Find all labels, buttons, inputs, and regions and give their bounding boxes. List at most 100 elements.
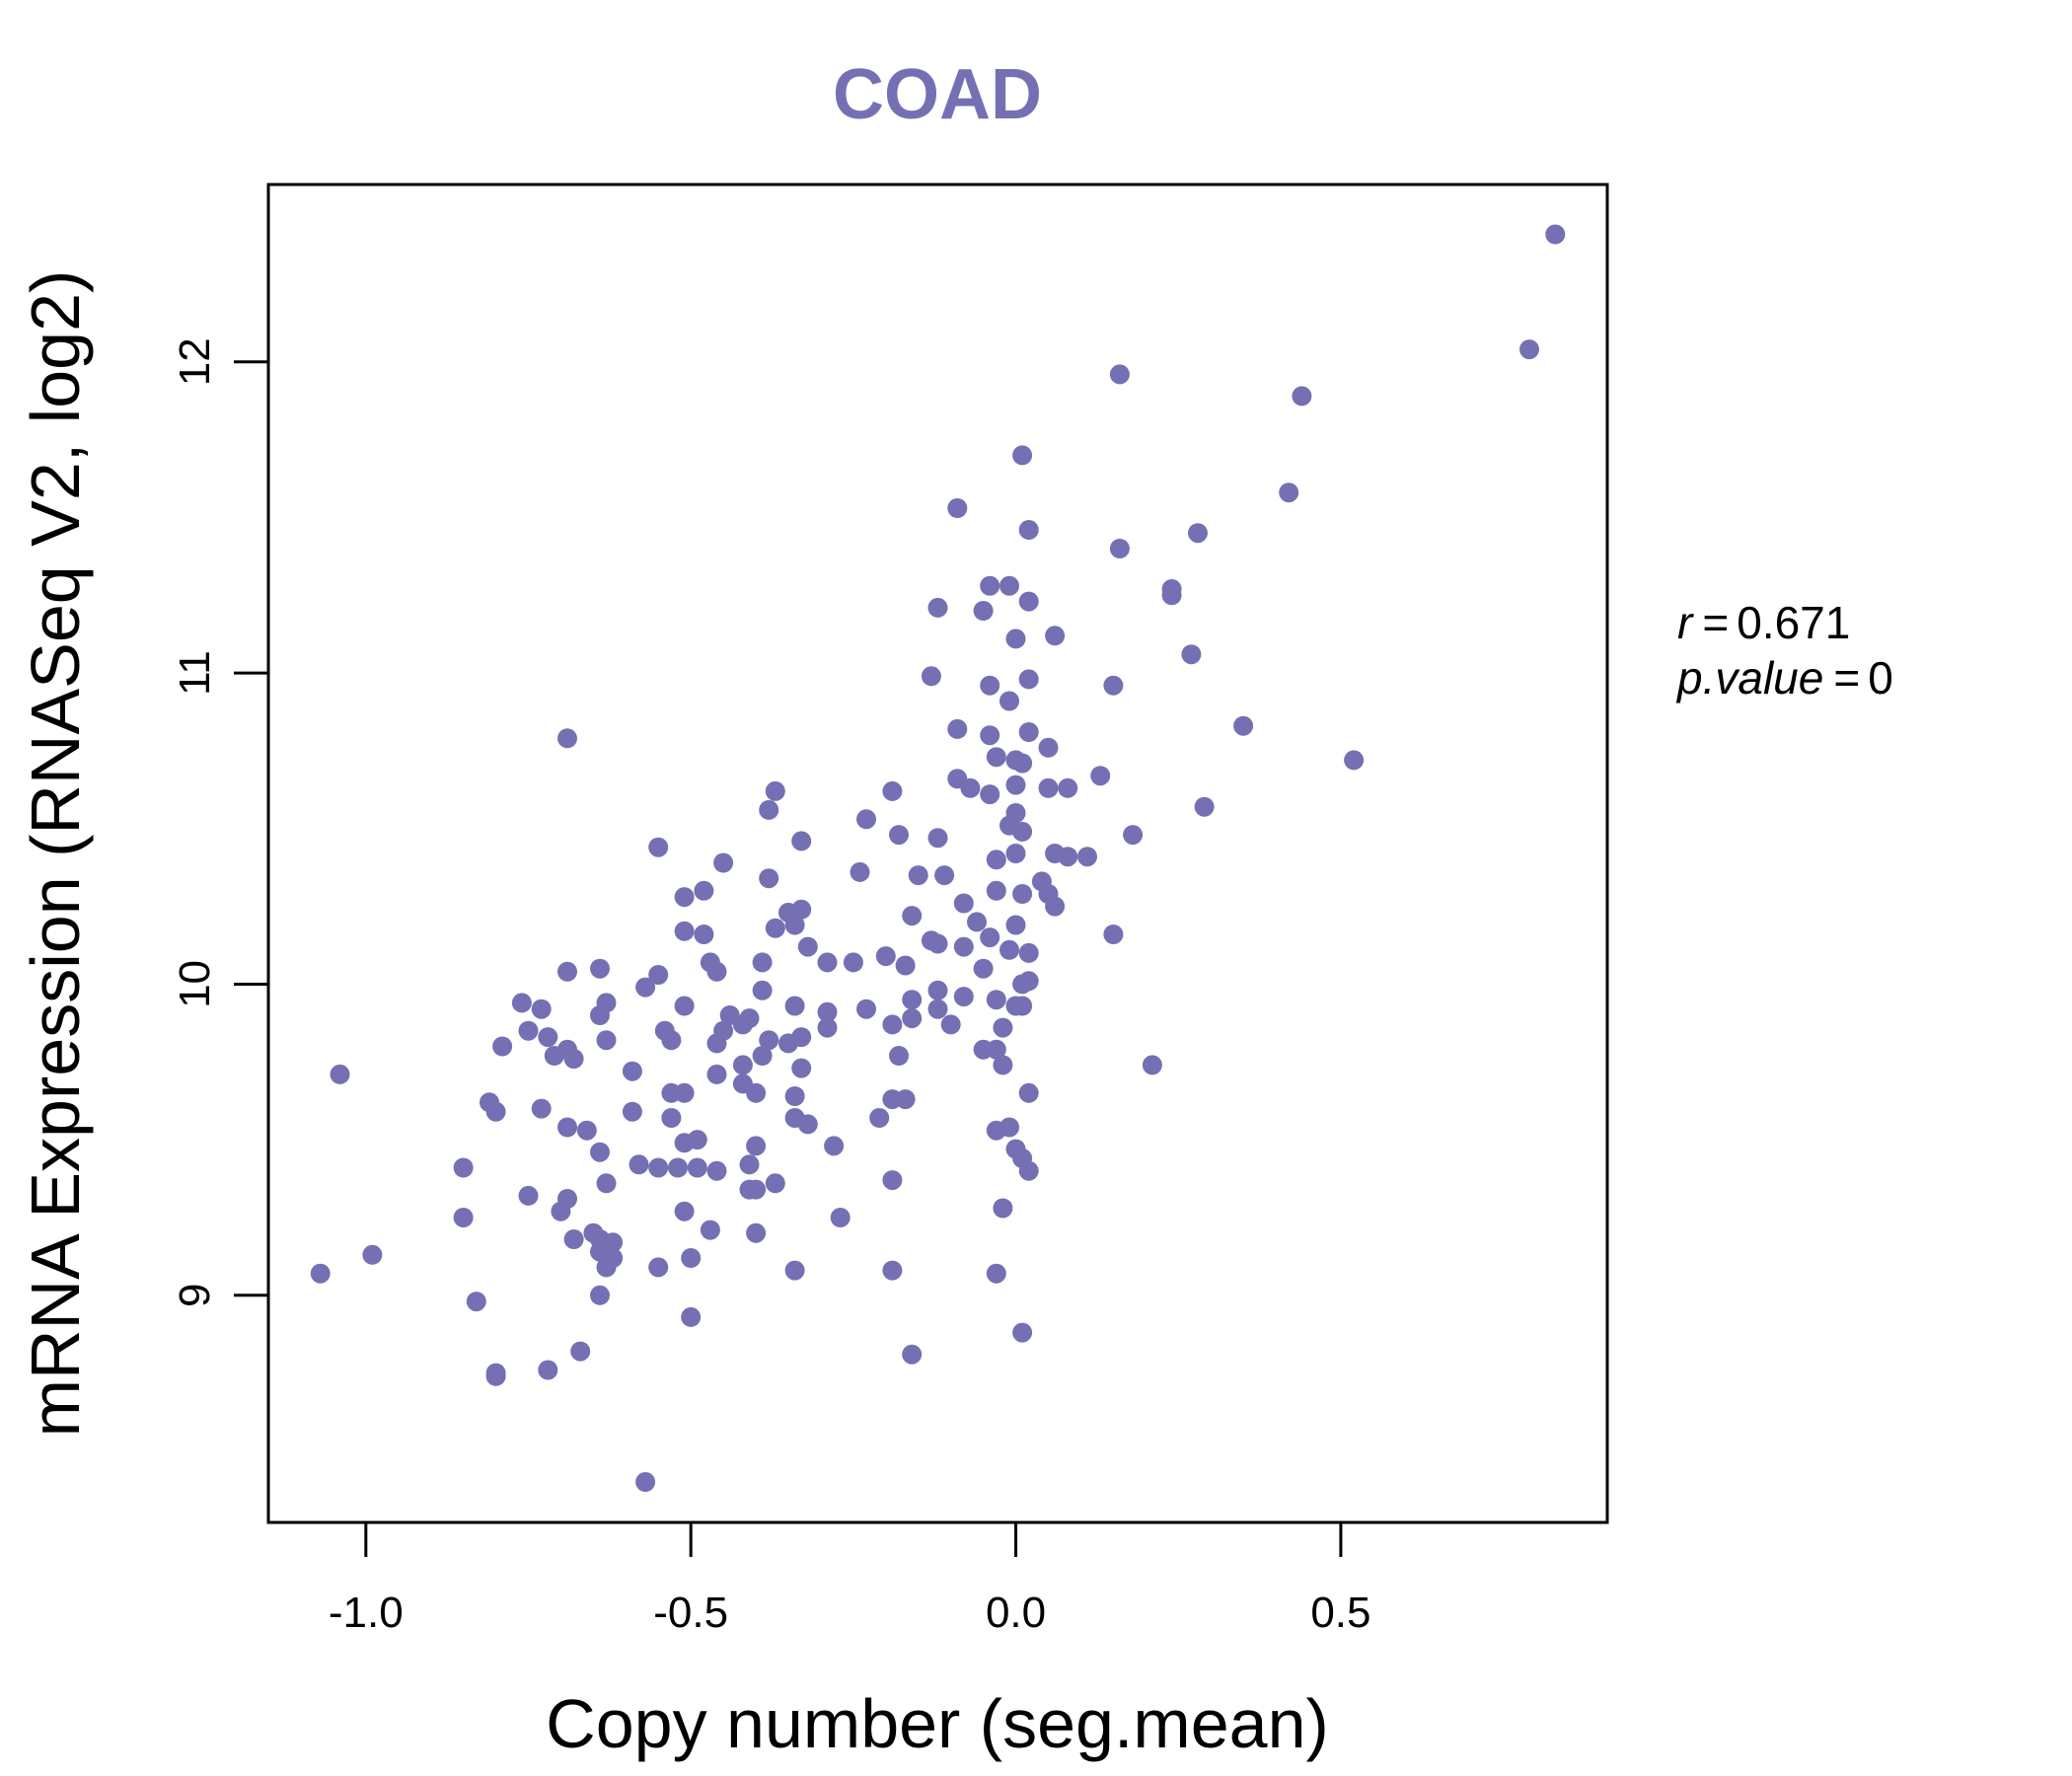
data-point xyxy=(947,498,968,518)
x-axis-label: Copy number (seg.mean) xyxy=(546,1685,1329,1762)
data-point xyxy=(635,1472,656,1492)
data-point xyxy=(1012,753,1033,774)
data-point xyxy=(596,1173,617,1194)
data-point xyxy=(694,880,714,901)
data-point xyxy=(889,1046,909,1066)
data-point xyxy=(1018,669,1039,690)
data-point xyxy=(1045,626,1066,646)
data-point xyxy=(850,861,870,882)
data-point xyxy=(999,1117,1019,1138)
data-point xyxy=(544,1046,564,1066)
correlation-annotation: r = 0.671 p.value = 0 xyxy=(1675,597,1893,703)
data-point xyxy=(557,1117,577,1138)
data-point xyxy=(674,887,695,908)
data-point xyxy=(706,1160,727,1181)
data-point xyxy=(1018,1160,1039,1181)
data-point xyxy=(1292,386,1312,407)
data-point xyxy=(1005,915,1026,935)
data-point xyxy=(590,1285,610,1305)
data-point xyxy=(563,1229,584,1249)
data-point xyxy=(590,1142,610,1162)
data-point xyxy=(875,946,896,967)
data-point xyxy=(927,597,948,618)
data-point xyxy=(557,728,577,749)
data-point xyxy=(622,1101,642,1122)
data-point xyxy=(596,1257,617,1278)
data-point xyxy=(1142,1055,1162,1075)
data-point xyxy=(648,1157,669,1178)
data-point xyxy=(694,925,714,944)
r-value: 0.671 xyxy=(1737,597,1850,648)
data-point xyxy=(1045,896,1066,917)
r-label: r xyxy=(1677,597,1694,648)
y-axis-label: mRNA Expression (RNASeq V2, log2) xyxy=(17,270,94,1438)
data-point xyxy=(1005,844,1026,863)
data-point xyxy=(953,893,974,914)
svg-text:r=0.671: r = 0.671 xyxy=(1677,597,1850,648)
data-point xyxy=(492,1036,513,1057)
data-point xyxy=(986,1263,1006,1284)
data-point xyxy=(674,996,695,1016)
data-point xyxy=(1545,224,1566,245)
data-point xyxy=(661,1082,682,1103)
data-point xyxy=(713,852,734,873)
data-point xyxy=(700,1220,720,1240)
data-point xyxy=(511,993,532,1013)
p-value: 0 xyxy=(1868,652,1893,703)
data-point xyxy=(570,1341,591,1362)
data-point xyxy=(778,1033,798,1054)
data-point xyxy=(986,850,1006,870)
data-point xyxy=(1005,775,1026,795)
data-point xyxy=(902,906,923,926)
data-point xyxy=(791,1058,812,1078)
data-point xyxy=(661,1030,682,1051)
data-point xyxy=(895,955,916,976)
data-point xyxy=(993,1055,1013,1075)
data-point xyxy=(797,1114,818,1135)
data-point xyxy=(1181,644,1202,665)
svg-text:p.value=0: p.value = 0 xyxy=(1675,652,1893,703)
data-point xyxy=(732,1014,753,1035)
data-point xyxy=(1123,825,1144,846)
data-point xyxy=(759,868,779,889)
data-point xyxy=(648,965,669,985)
data-point xyxy=(940,1014,961,1035)
data-point xyxy=(531,999,552,1019)
data-point xyxy=(752,980,773,1000)
x-axis: -1.0 -0.5 0.0 0.5 xyxy=(329,1520,1371,1637)
data-point xyxy=(947,718,968,739)
data-point xyxy=(648,837,669,857)
data-point xyxy=(1012,821,1033,842)
data-point xyxy=(1103,675,1124,696)
data-point xyxy=(765,918,785,938)
data-point xyxy=(674,1201,695,1221)
data-point xyxy=(1012,884,1033,904)
data-point xyxy=(485,1366,506,1386)
data-point xyxy=(1188,523,1208,544)
data-point xyxy=(622,1061,642,1081)
data-point xyxy=(765,1173,785,1194)
data-point xyxy=(538,1360,558,1380)
data-point xyxy=(999,939,1019,960)
data-point xyxy=(310,1263,331,1284)
data-point xyxy=(927,828,948,849)
data-point xyxy=(1018,722,1039,742)
data-point xyxy=(706,1064,727,1084)
data-point xyxy=(596,1030,617,1051)
chart-title: COAD xyxy=(833,55,1042,134)
data-point xyxy=(784,996,805,1016)
data-point xyxy=(1161,585,1182,606)
data-point xyxy=(765,780,785,801)
data-point xyxy=(999,691,1019,711)
data-points xyxy=(310,224,1566,1492)
data-point xyxy=(993,1198,1013,1219)
data-point xyxy=(973,958,994,979)
data-point xyxy=(1103,925,1124,944)
data-point xyxy=(1344,750,1365,771)
data-point xyxy=(817,1001,838,1022)
x-tick-label: -0.5 xyxy=(653,1589,728,1637)
y-tick-label: 9 xyxy=(171,1284,219,1307)
plot-frame xyxy=(266,183,1609,1524)
data-point xyxy=(706,961,727,982)
